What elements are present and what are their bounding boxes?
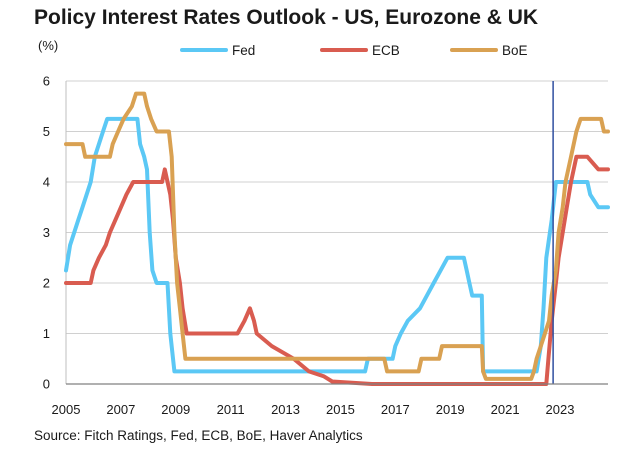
y-axis-label: (%) — [38, 38, 58, 53]
x-tick-label-2005: 2005 — [52, 402, 81, 417]
legend-label-fed: Fed — [232, 43, 255, 58]
y-tick-label-6: 6 — [43, 74, 50, 89]
y-tick-label-4: 4 — [43, 175, 50, 190]
y-tick-label-3: 3 — [43, 225, 50, 240]
y-tick-labels: 0 1 2 3 4 5 6 — [43, 74, 50, 392]
x-tick-label-2023: 2023 — [546, 402, 575, 417]
series-lines — [64, 91, 610, 386]
x-tick-label-2011: 2011 — [217, 402, 245, 417]
y-tick-label-5: 5 — [43, 124, 50, 139]
legend-label-ecb: ECB — [372, 43, 400, 58]
x-tick-label-2009: 2009 — [161, 402, 190, 417]
x-tick-label-2013: 2013 — [271, 402, 300, 417]
x-tick-label-2017: 2017 — [381, 402, 410, 417]
y-tick-label-0: 0 — [43, 377, 50, 392]
x-tick-label-2021: 2021 — [491, 402, 520, 417]
y-tick-label-1: 1 — [43, 326, 50, 341]
x-tick-label-2019: 2019 — [436, 402, 465, 417]
legend: Fed ECB BoE — [180, 43, 528, 58]
gridlines — [65, 80, 608, 384]
legend-label-boe: BoE — [502, 43, 528, 58]
x-tick-labels: 2005 2007 2009 2011 2013 2015 2017 2019 2021 2023 — [52, 402, 575, 417]
series-line-boe — [64, 91, 610, 381]
x-tick-label-2007: 2007 — [106, 402, 135, 417]
chart-title: Policy Interest Rates Outlook - US, Euro… — [34, 6, 539, 29]
source-note: Source: Fitch Ratings, Fed, ECB, BoE, Ha… — [34, 428, 363, 443]
x-tick-label-2015: 2015 — [326, 402, 355, 417]
y-tick-label-2: 2 — [43, 276, 50, 291]
series-line-ecb — [64, 154, 610, 386]
